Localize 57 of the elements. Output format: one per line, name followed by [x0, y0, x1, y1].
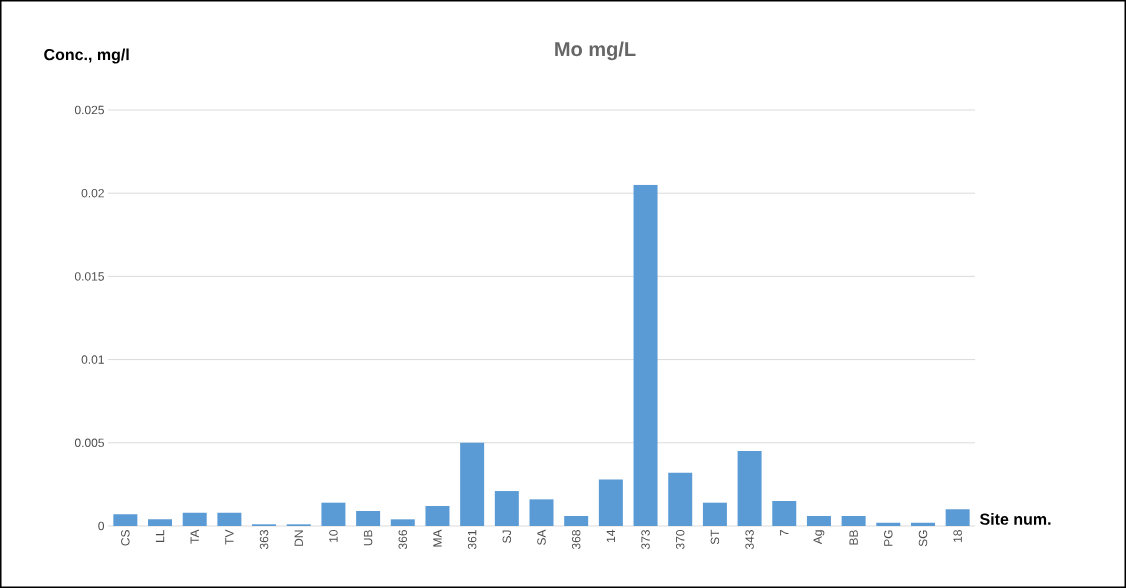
bar	[529, 499, 554, 526]
x-tick-label: TA	[190, 529, 199, 544]
x-tick-label: 343	[745, 530, 754, 550]
x-tick-label: Ag	[813, 530, 825, 545]
bar	[668, 472, 693, 526]
y-tick-label: 0.015	[74, 272, 104, 281]
y-tick-label: 0.01	[81, 355, 104, 364]
bar	[148, 519, 173, 526]
x-tick-label: SA	[537, 529, 546, 545]
x-tick-label: ST	[710, 529, 720, 545]
bar	[460, 442, 485, 526]
x-tick-label: SJ	[502, 530, 512, 543]
x-tick-label: TV	[225, 529, 234, 545]
bar	[737, 451, 762, 526]
x-tick-label: 363	[259, 530, 269, 550]
bar	[494, 491, 519, 526]
x-tick-label: BB	[849, 530, 858, 545]
bar	[945, 509, 970, 526]
x-tick-label: UB	[363, 530, 373, 546]
x-axis-title: Site num.	[979, 513, 1051, 525]
bar	[321, 502, 346, 526]
bar	[598, 479, 623, 526]
chart-title: Mo mg/L	[555, 41, 636, 61]
y-tick-label: 0.005	[74, 438, 104, 448]
bar	[841, 516, 866, 526]
y-tick-label: 0	[98, 521, 105, 531]
x-tick-label: SG	[918, 530, 928, 547]
x-tick-label: 18	[953, 530, 962, 542]
x-tick-label: 368	[571, 530, 581, 550]
bar	[772, 501, 797, 526]
x-tick-label: DN	[294, 530, 303, 546]
x-tick-label: LL	[155, 529, 165, 542]
x-tick-label: 373	[641, 530, 650, 550]
bar	[702, 502, 727, 526]
y-tick-label: 0.02	[81, 188, 104, 198]
bar	[564, 516, 589, 526]
x-tick-label: PG	[884, 530, 893, 546]
x-tick-label: 366	[398, 530, 408, 550]
x-tick-label: CS	[121, 530, 130, 546]
bar	[356, 511, 381, 526]
y-tick-label: 0.025	[74, 105, 104, 115]
x-tick-label: 7	[780, 530, 789, 536]
x-tick-label: 370	[675, 529, 685, 550]
y-axis-title: Conc., mg/l	[44, 48, 129, 64]
bar	[425, 506, 450, 526]
bar	[876, 522, 901, 526]
x-tick-label: 14	[606, 529, 615, 542]
bar	[633, 184, 658, 526]
x-tick-label: 10	[329, 529, 338, 542]
bar	[910, 522, 935, 526]
bar	[217, 512, 242, 526]
bar	[806, 516, 831, 526]
x-tick-label: MA	[433, 529, 442, 547]
bar	[390, 519, 415, 526]
bar	[182, 512, 207, 526]
bar	[113, 514, 138, 526]
x-tick-label: 361	[467, 530, 477, 550]
